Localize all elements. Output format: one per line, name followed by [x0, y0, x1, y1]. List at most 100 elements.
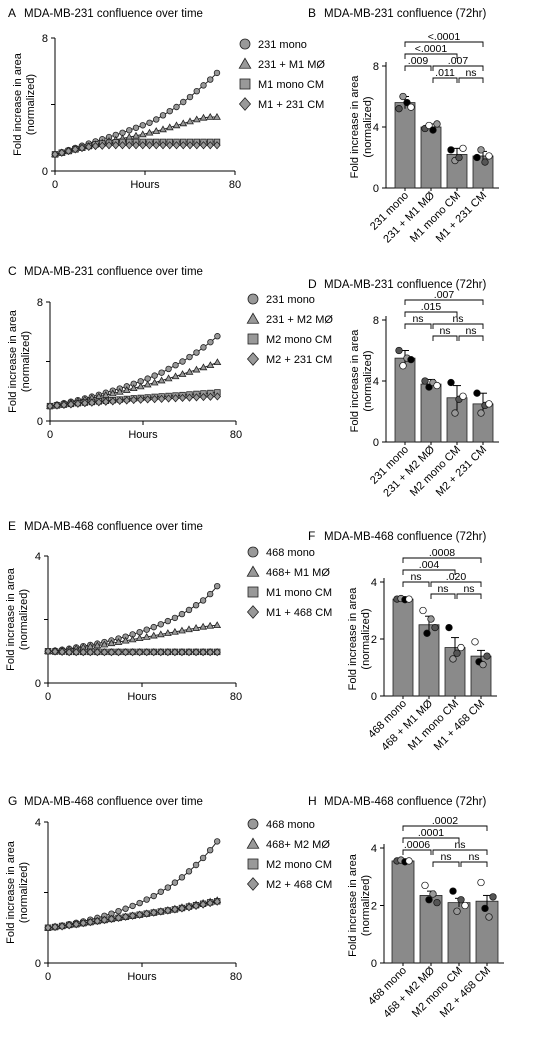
legend-label-g: M2 mono CM — [266, 859, 332, 871]
data-point-c-1 — [101, 391, 110, 398]
y-axis-label-c: Fold increase in area(normalized) — [7, 309, 32, 413]
panel-title-h: MDA-MB-468 confluence (72hr) — [324, 796, 487, 808]
legend-marker-e — [246, 565, 260, 577]
replicate-point-h — [453, 907, 461, 915]
replicate-point-f — [457, 643, 465, 652]
data-point-e-3 — [213, 648, 221, 657]
data-point-a-0 — [153, 116, 160, 123]
data-point-e-3 — [157, 648, 165, 657]
data-point-g-3 — [79, 919, 87, 928]
panel-letter-a: A — [8, 6, 16, 20]
data-point-a-3 — [58, 148, 66, 157]
y-axis-label-line: Fold increase in area — [5, 567, 17, 671]
legend-label-g: M2 + 468 CM — [266, 879, 332, 891]
data-point-g-3 — [143, 909, 151, 918]
panel-letter-d: D — [308, 277, 317, 291]
legend-marker-c — [247, 333, 259, 345]
data-point-c-3 — [46, 402, 54, 411]
y-tick-label-f: 0 — [371, 691, 377, 703]
y-axis-label-b: Fold increase in area(normalized) — [349, 75, 374, 179]
legend-label-e: M1 + 468 CM — [266, 607, 332, 619]
data-point-e-1 — [156, 630, 165, 638]
replicate-point-h — [461, 901, 469, 910]
legend-label-a: 231 + M1 MØ — [258, 59, 325, 71]
significance-bracket-h — [460, 861, 488, 867]
data-point-a-1 — [213, 112, 221, 120]
data-point-a-3 — [145, 141, 154, 150]
data-point-g-3 — [206, 898, 214, 908]
data-point-e-3 — [206, 648, 214, 657]
data-point-e-3 — [136, 648, 144, 657]
data-point-a-0 — [193, 87, 200, 95]
data-point-g-3 — [136, 910, 144, 919]
legend-marker-g — [246, 837, 260, 849]
significance-bracket-h — [402, 825, 488, 831]
data-point-e-0 — [143, 626, 150, 633]
data-point-g-3 — [199, 900, 207, 909]
significance-bracket-d — [404, 323, 432, 329]
data-point-g-3 — [157, 907, 165, 916]
p-value-label-d: .015 — [421, 301, 442, 313]
significance-bracket-d — [432, 323, 484, 329]
replicate-point-h — [457, 896, 465, 904]
significance-bracket-h — [402, 849, 432, 855]
data-point-e-1 — [107, 639, 116, 647]
data-point-a-3 — [112, 141, 120, 150]
p-value-label-b: .009 — [408, 55, 429, 67]
data-point-c-1 — [185, 367, 194, 375]
data-point-e-1 — [178, 626, 186, 634]
data-point-c-3 — [178, 393, 187, 403]
data-point-c-0 — [214, 333, 221, 340]
data-point-a-3 — [166, 141, 174, 150]
x-tick-label-c: 80 — [230, 429, 242, 441]
p-value-label-h: ns — [468, 851, 479, 863]
panel-letter-e: E — [8, 519, 16, 533]
data-point-g-3 — [164, 906, 172, 915]
p-value-label-b: ns — [465, 67, 476, 79]
legend-marker-e — [247, 586, 259, 598]
data-point-e-3 — [72, 648, 80, 657]
data-point-c-0 — [158, 369, 165, 376]
data-point-e-1 — [135, 634, 144, 642]
significance-bracket-f — [402, 581, 430, 587]
legend-label-c: M2 mono CM — [266, 334, 332, 346]
replicate-point-d — [459, 392, 467, 400]
p-value-label-d: .007 — [434, 289, 455, 301]
replicate-point-d — [407, 356, 415, 364]
replicate-point-f — [427, 615, 435, 623]
legend-label-a: M1 mono CM — [258, 79, 324, 91]
data-point-c-3 — [123, 396, 131, 405]
data-point-a-1 — [192, 115, 201, 123]
legend-label-e: 468+ M1 MØ — [266, 567, 330, 579]
replicate-point-h — [449, 887, 457, 895]
replicate-point-b — [447, 146, 455, 154]
data-point-e-1 — [142, 632, 151, 640]
data-point-e-3 — [86, 648, 94, 657]
data-point-g-0 — [213, 838, 221, 845]
y-axis-label-line: (normalized) — [362, 350, 374, 411]
significance-bracket-h — [432, 849, 488, 855]
data-point-a-0 — [207, 76, 214, 83]
replicate-point-h — [421, 881, 429, 890]
data-point-c-3 — [157, 394, 166, 403]
replicate-point-h — [405, 857, 413, 865]
legend-label-c: 231 mono — [266, 294, 315, 306]
replicate-point-b — [433, 120, 441, 128]
replicate-point-f — [405, 595, 413, 603]
category-label-h: M2 + 468 CM — [438, 965, 493, 1020]
legend-marker-g — [247, 818, 259, 830]
data-point-e-3 — [164, 648, 172, 657]
replicate-point-d — [473, 389, 481, 397]
data-point-e-1 — [149, 631, 158, 639]
significance-bracket-f — [456, 593, 482, 599]
panel-title-b: MDA-MB-231 confluence (72hr) — [324, 8, 487, 20]
data-point-c-0 — [207, 338, 214, 346]
data-point-c-1 — [136, 382, 145, 390]
data-point-a-3 — [172, 141, 181, 150]
data-point-g-3 — [100, 915, 109, 925]
significance-bracket-b — [432, 77, 458, 83]
replicate-point-b — [429, 126, 437, 134]
